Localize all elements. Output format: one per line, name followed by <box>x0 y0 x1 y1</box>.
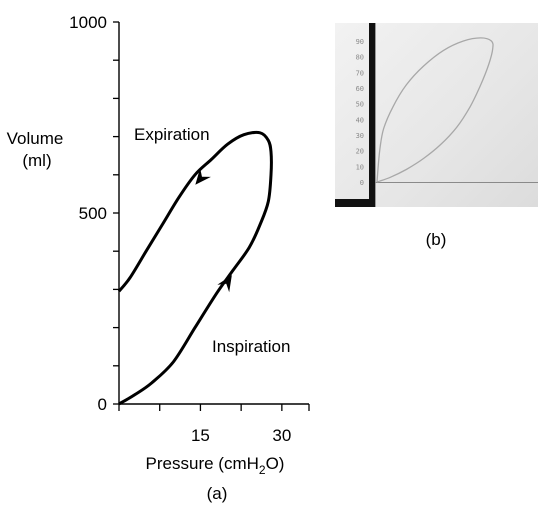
photo-y-tick-label: 60 <box>356 85 364 93</box>
photo-dark-edge-horizontal <box>335 199 375 207</box>
x-axis-label-tail: O) <box>266 454 285 473</box>
panel-label-a: (a) <box>207 484 228 503</box>
x-axis-label-subscript: 2 <box>259 463 266 477</box>
photo-dark-edge-vertical <box>369 23 375 207</box>
photo-y-tick-label: 90 <box>356 38 364 46</box>
panel-label-b: (b) <box>426 230 447 249</box>
y-axis-label-line1: Volume <box>7 129 64 148</box>
annotation-expiration: Expiration <box>134 125 210 144</box>
pressure-volume-loop <box>117 130 273 406</box>
photo-x-axis <box>375 182 538 183</box>
photo-y-tick-label: 30 <box>356 132 364 140</box>
photo-y-tick-label: 80 <box>356 54 364 62</box>
photo-trace-svg: 90 80 70 60 50 40 30 20 10 0 <box>356 37 494 187</box>
annotation-inspiration: Inspiration <box>212 337 290 356</box>
x-axis-label: Pressure (cmH2O) <box>146 454 285 477</box>
x-tick-label: 15 <box>191 426 210 445</box>
y-axis-label-line2: (ml) <box>22 151 51 170</box>
y-tick-label: 500 <box>79 204 107 223</box>
expiration-arrow <box>195 167 211 185</box>
photo-y-tick-label: 70 <box>356 69 364 77</box>
photo-frame-line <box>375 23 376 207</box>
y-tick-label: 0 <box>98 395 107 414</box>
photo-panel-b: 90 80 70 60 50 40 30 20 10 0 <box>335 23 538 207</box>
photo-y-tick-label: 0 <box>360 179 364 187</box>
y-tick-label: 1000 <box>69 13 107 32</box>
photo-trace-loop <box>376 37 494 183</box>
photo-y-tick-label: 40 <box>356 116 364 124</box>
x-axis-label-main: Pressure (cmH <box>146 454 259 473</box>
photo-y-tick-label: 20 <box>356 148 364 156</box>
photo-y-tick-label: 10 <box>356 163 364 171</box>
x-tick-label: 30 <box>272 426 291 445</box>
photo-y-tick-label: 50 <box>356 101 364 109</box>
inspiration-arrow <box>217 275 232 293</box>
pressure-volume-chart: 1000 500 0 15 30 Volume (ml) Pressure (cmH2… <box>7 13 310 503</box>
